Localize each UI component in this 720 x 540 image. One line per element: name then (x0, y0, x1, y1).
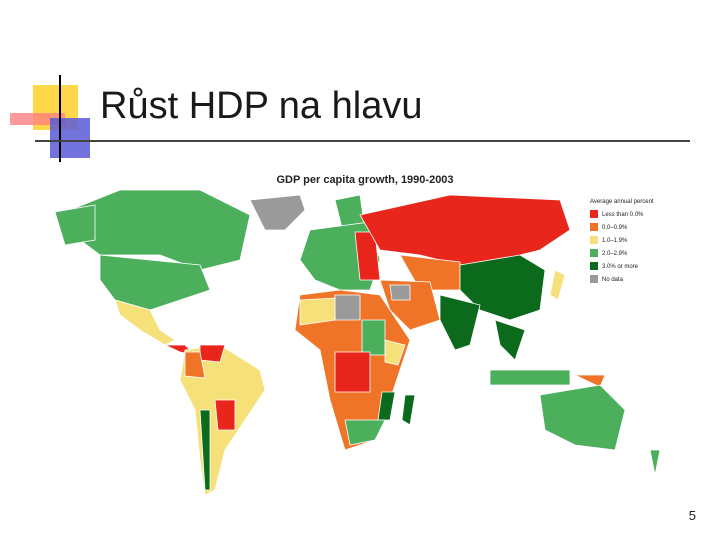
central-africa (334, 351, 371, 393)
legend-label: No data (602, 277, 624, 283)
usa (99, 254, 211, 311)
deco-blue (50, 118, 90, 158)
legend-swatch (590, 236, 598, 244)
mexico (114, 299, 176, 346)
slide-title: Růst HDP na hlavu (100, 85, 422, 127)
legend-label: 3.0% or more (602, 264, 639, 270)
greenland (249, 194, 306, 231)
page-number: 5 (689, 508, 696, 523)
map-title: GDP per capita growth, 1990-2003 (276, 174, 453, 186)
southeast-asia (494, 319, 526, 361)
north-africa (299, 297, 336, 326)
legend-label: 1.0–1.9% (602, 238, 628, 244)
madagascar (401, 394, 416, 426)
legend-label: Less than 0.0% (602, 212, 644, 218)
legend-swatch (590, 249, 598, 257)
mozambique (377, 391, 396, 421)
alaska (54, 204, 96, 246)
map: GDP per capita growth, 1990-2003 Average… (45, 170, 675, 500)
japan (549, 269, 566, 301)
papua-new-guinea (574, 374, 606, 388)
colombia (184, 351, 206, 379)
legend-swatch (590, 223, 598, 231)
iraq (389, 284, 411, 301)
china (459, 254, 546, 321)
horn-of-africa (384, 339, 406, 366)
legend-label: 0.0–0.9% (602, 225, 628, 231)
legend-swatch (590, 275, 598, 283)
legend-title: Average annual percent (590, 199, 654, 205)
chile (199, 409, 211, 491)
legend-swatch (590, 210, 598, 218)
sudan (361, 319, 386, 356)
legend-swatch (590, 262, 598, 270)
paraguay (214, 399, 236, 431)
legend-label: 2.0–2.9% (602, 251, 628, 257)
libya (334, 294, 361, 321)
legend: Average annual percent Less than 0.0% 0.0… (590, 199, 654, 283)
canada (69, 189, 251, 271)
southern-africa (344, 419, 386, 446)
indonesia (489, 369, 571, 386)
india (439, 294, 481, 351)
australia (539, 384, 626, 451)
new-zealand (649, 449, 661, 476)
